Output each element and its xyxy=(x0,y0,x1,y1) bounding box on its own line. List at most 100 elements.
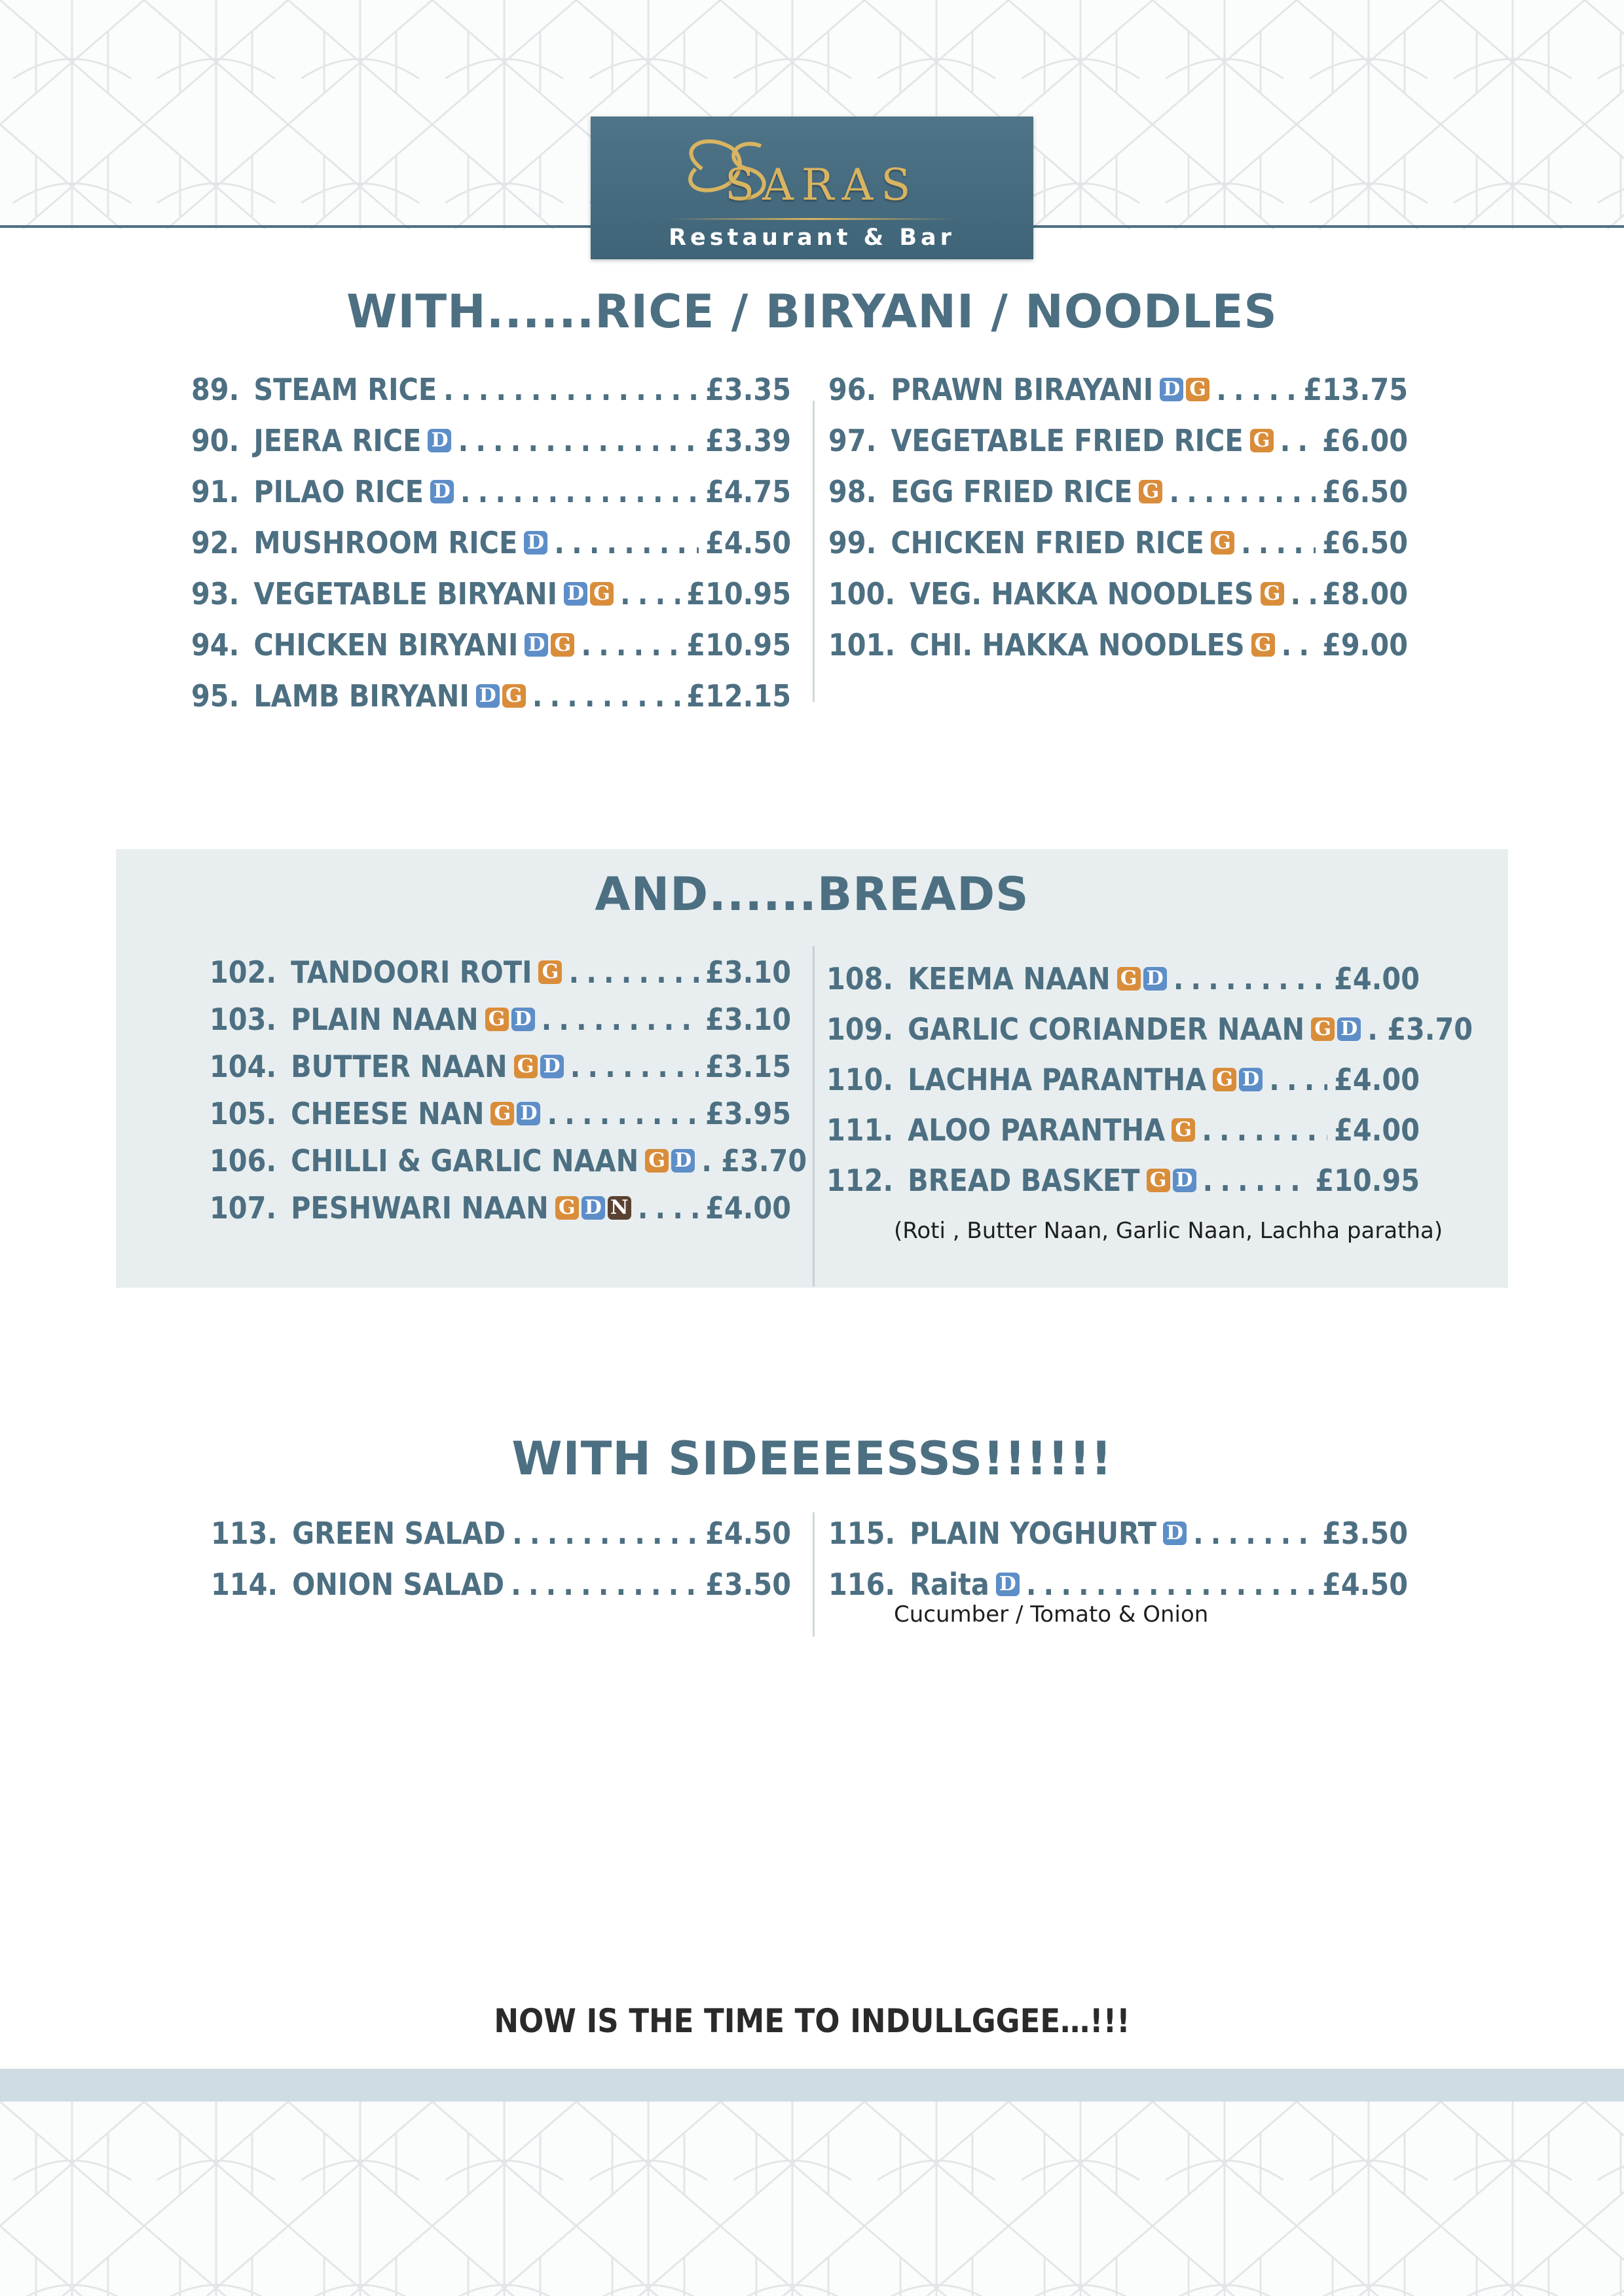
dot-leader: ........................................… xyxy=(1169,474,1316,509)
dot-leader: ........................................… xyxy=(1025,1567,1316,1602)
item-number: 94. xyxy=(191,627,240,663)
gluten-tag-icon: G xyxy=(513,1055,538,1078)
item-name: GREEN SALAD xyxy=(292,1516,506,1551)
dairy-tag-icon: D xyxy=(430,480,454,503)
dairy-tag-icon: D xyxy=(671,1149,695,1173)
dairy-tag-icon: D xyxy=(540,1055,564,1078)
item-name: KEEMA NAAN xyxy=(908,961,1111,996)
dot-leader: ........................................… xyxy=(1202,1112,1327,1148)
dairy-tag-icon: D xyxy=(995,1573,1020,1596)
item-price: £3.15 xyxy=(705,1049,791,1084)
menu-item: 105. CHEESE NANGD.......................… xyxy=(210,1093,791,1135)
item-price: £4.50 xyxy=(1322,1567,1408,1602)
menu-item: 99. CHICKEN FRIED RICEG.................… xyxy=(828,522,1408,564)
item-price: £6.00 xyxy=(1322,423,1408,458)
item-name: LACHHA PARANTHA xyxy=(908,1062,1207,1097)
dairy-tag-icon: D xyxy=(581,1196,605,1220)
logo-name: SARAS xyxy=(725,160,919,210)
menu-item: 90. JEERA RICE D.........................… xyxy=(191,420,791,462)
item-number: 111. xyxy=(826,1112,894,1148)
item-number: 103. xyxy=(210,1002,277,1037)
gluten-tag-icon: G xyxy=(590,582,614,606)
dot-leader: ........................................… xyxy=(458,423,699,458)
item-price: £4.00 xyxy=(1334,961,1420,996)
dairy-tag-icon: D xyxy=(1337,1017,1361,1041)
item-price: £4.50 xyxy=(705,525,791,560)
menu-item: 111. ALOO PARANTHAG.....................… xyxy=(826,1109,1420,1151)
item-number: 115. xyxy=(828,1516,896,1551)
item-price: £3.95 xyxy=(705,1096,791,1131)
dairy-tag-icon: D xyxy=(1160,378,1184,401)
gluten-tag-icon: G xyxy=(1210,531,1234,555)
dot-leader: ........................................… xyxy=(1202,1163,1309,1198)
item-name: VEG. HAKKA NOODLES xyxy=(910,576,1254,611)
allergen-tags: G xyxy=(1251,633,1275,657)
item-number: 113. xyxy=(211,1516,278,1551)
dot-leader: ........................................… xyxy=(1216,372,1297,407)
menu-item: 91. PILAO RICE D.........................… xyxy=(191,471,791,513)
menu-item: 94. CHICKEN BIRYANIDG...................… xyxy=(191,624,791,666)
dairy-tag-icon: D xyxy=(428,429,452,452)
dot-leader: ........................................… xyxy=(460,474,699,509)
item-number: 101. xyxy=(828,627,896,663)
column-divider-rice xyxy=(813,401,815,702)
allergen-tags: G xyxy=(1139,480,1163,503)
dot-leader: ........................................… xyxy=(1280,423,1316,458)
item-name: MUSHROOM RICE xyxy=(253,525,518,560)
dot-leader: ........................................… xyxy=(532,678,680,714)
item-name: PLAIN NAAN xyxy=(291,1002,479,1037)
item-price: £4.75 xyxy=(705,474,791,509)
decorative-pattern-top xyxy=(0,0,1624,229)
item-name: CHI. HAKKA NOODLES xyxy=(910,627,1245,663)
raita-note: Cucumber / Tomato & Onion xyxy=(894,1601,1209,1628)
dairy-tag-icon: D xyxy=(564,582,588,606)
item-name: PESHWARI NAAN xyxy=(291,1190,549,1226)
dairy-tag-icon: D xyxy=(517,1102,541,1125)
item-number: 114. xyxy=(211,1567,278,1602)
bread-basket-note: (Roti , Butter Naan, Garlic Naan, Lachha… xyxy=(894,1218,1443,1244)
item-price: £3.70 xyxy=(721,1143,807,1178)
item-number: 105. xyxy=(210,1096,277,1131)
dot-leader: ........................................… xyxy=(1269,1062,1327,1097)
dot-leader: ........................................… xyxy=(620,576,680,611)
menu-item: 103. PLAIN NAAN GD.......................… xyxy=(210,998,791,1040)
item-price: £3.50 xyxy=(705,1567,791,1602)
item-name: VEGETABLE FRIED RICE xyxy=(891,423,1244,458)
menu-item: 112. BREAD BASKET GD.....................… xyxy=(826,1159,1420,1201)
gluten-tag-icon: G xyxy=(1146,1169,1170,1192)
item-name: Raita xyxy=(910,1567,989,1602)
allergen-tags: D xyxy=(428,429,452,452)
dot-leader: ........................................… xyxy=(568,955,699,990)
gluten-tag-icon: G xyxy=(1186,378,1210,401)
item-price: £4.00 xyxy=(1334,1062,1420,1097)
item-number: 96. xyxy=(828,372,877,407)
allergen-tags: G xyxy=(538,960,563,984)
item-name: PLAIN YOGHURT xyxy=(910,1516,1156,1551)
gluten-tag-icon: G xyxy=(1213,1068,1237,1091)
item-number: 116. xyxy=(828,1567,896,1602)
gluten-tag-icon: G xyxy=(645,1149,669,1173)
item-number: 108. xyxy=(826,961,894,996)
dairy-tag-icon: D xyxy=(1239,1068,1263,1091)
gluten-tag-icon: G xyxy=(555,1196,579,1220)
item-number: 97. xyxy=(828,423,877,458)
menu-item: 108. KEEMA NAANGD.......................… xyxy=(826,958,1420,1000)
gluten-tag-icon: G xyxy=(1249,429,1274,452)
menu-item: 113. GREEN SALAD........................… xyxy=(211,1512,791,1554)
item-name: PRAWN BIRAYANI xyxy=(891,372,1154,407)
dot-leader: ........................................… xyxy=(637,1190,699,1226)
nuts-tag-icon: N xyxy=(607,1196,631,1220)
item-price: £6.50 xyxy=(1322,474,1408,509)
gluten-tag-icon: G xyxy=(1139,480,1163,503)
item-name: ALOO PARANTHA xyxy=(908,1112,1166,1148)
dot-leader: ........................................… xyxy=(541,1002,699,1037)
menu-item: 97. VEGETABLE FRIED RICEG...............… xyxy=(828,420,1408,462)
item-price: £3.10 xyxy=(705,1002,791,1037)
menu-item: 93. VEGETABLE BIRYANIDG.................… xyxy=(191,573,791,615)
allergen-tags: G xyxy=(1260,582,1284,606)
gluten-tag-icon: G xyxy=(1251,633,1275,657)
